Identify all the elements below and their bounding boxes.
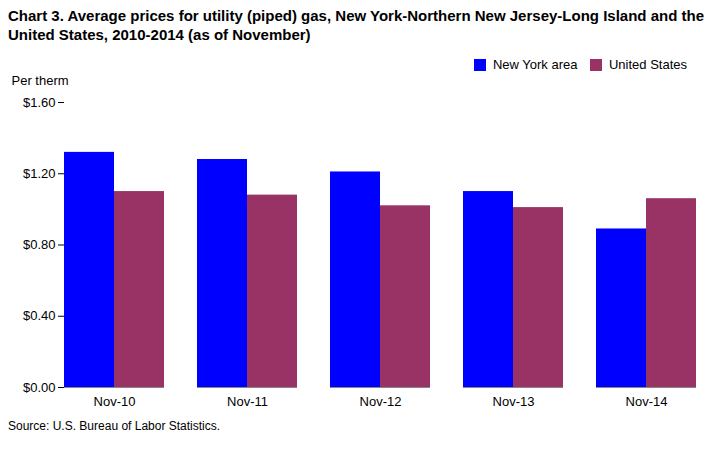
svg-text:Nov-12: Nov-12 xyxy=(360,394,402,409)
svg-text:$1.60: $1.60 xyxy=(23,95,56,110)
svg-text:Nov-13: Nov-13 xyxy=(493,394,535,409)
html-text:Source: U.S. Bureau of Labor S: Source: U.S. Bureau of Labor Statistics. xyxy=(8,419,221,433)
svg-text:Nov-14: Nov-14 xyxy=(626,394,668,409)
html-text:United States: United States xyxy=(609,57,687,72)
html-text:Chart 3. Average prices for ut: Chart 3. Average prices for utility (pip… xyxy=(8,7,704,43)
svg-text:$0.00: $0.00 xyxy=(23,380,56,395)
svg-text:$0.80: $0.80 xyxy=(23,237,56,252)
svg-text:$1.20: $1.20 xyxy=(23,166,56,181)
svg-text:Nov-11: Nov-11 xyxy=(227,394,268,409)
html-text:New York area: New York area xyxy=(492,57,578,72)
svg-text:Nov-10: Nov-10 xyxy=(94,394,136,409)
svg-text:$0.40: $0.40 xyxy=(23,308,56,323)
svg-text:Per therm: Per therm xyxy=(12,73,69,88)
